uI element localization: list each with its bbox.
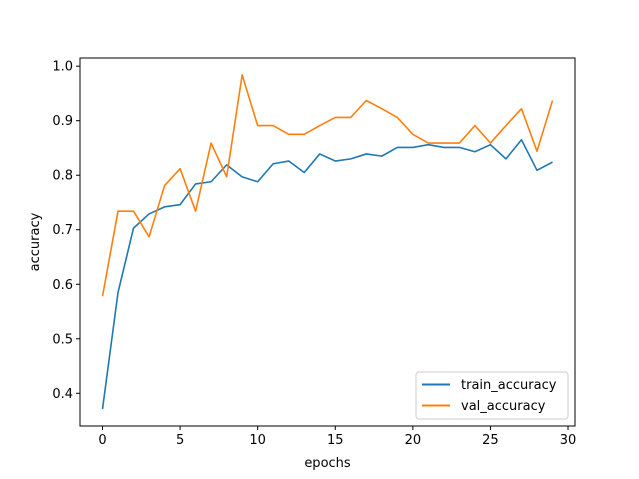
- plot-area: [80, 58, 575, 426]
- x-tick-label: 30: [560, 433, 577, 448]
- legend-box: [415, 371, 569, 420]
- x-tick-label: 10: [249, 433, 266, 448]
- y-tick-label: 0.5: [52, 332, 73, 347]
- series-line-val-accuracy: [101, 74, 554, 297]
- y-tick-label: 0.4: [52, 387, 73, 402]
- y-tick-label: 0.9: [52, 114, 73, 129]
- x-tick-label: 15: [327, 433, 344, 448]
- x-tick-label: 5: [176, 433, 184, 448]
- y-tick-label: 1.0: [52, 60, 73, 75]
- series-line-train-accuracy: [101, 138, 553, 410]
- y-axis-ticks: 0.4 0.5 0.6 0.7 0.8 0.9 1.0: [52, 60, 80, 402]
- legend-label-train: train_accuracy: [461, 378, 557, 393]
- legend-label-val: val_accuracy: [461, 399, 546, 414]
- x-tick-label: 20: [405, 433, 422, 448]
- x-tick-label: 0: [98, 433, 106, 448]
- x-axis-ticks: 0 5 10 15 20 25 30: [98, 426, 576, 448]
- x-tick-label: 25: [482, 433, 499, 448]
- y-axis-label: accuracy: [28, 212, 43, 271]
- series-lines: [101, 74, 554, 410]
- plot-frame: [79, 57, 576, 427]
- y-tick-label: 0.8: [52, 169, 73, 184]
- y-tick-label: 0.7: [52, 223, 73, 238]
- x-axis-label: epochs: [304, 456, 351, 471]
- legend: train_accuracy val_accuracy: [415, 371, 569, 420]
- y-tick-label: 0.6: [52, 278, 73, 293]
